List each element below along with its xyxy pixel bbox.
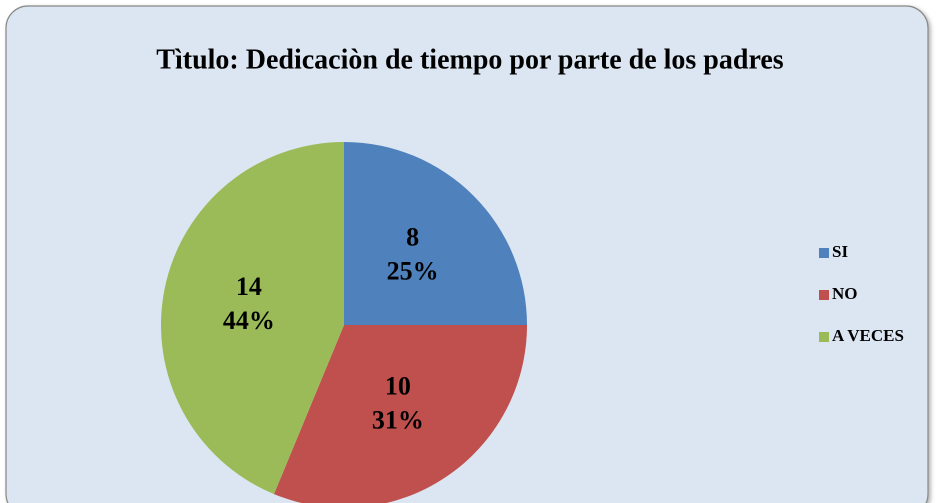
percent-label: 25%: [387, 256, 439, 285]
percent-label: 44%: [223, 306, 275, 335]
legend-swatch: [819, 248, 829, 258]
pie-slice: [160, 142, 344, 495]
legend-label: A VECES: [832, 326, 904, 345]
value-label: 10: [385, 372, 411, 401]
legend-label: SI: [832, 242, 848, 261]
value-label: 14: [236, 272, 262, 301]
legend-swatch: [819, 332, 829, 342]
pie-slice: [344, 142, 527, 325]
pie-slice: [273, 325, 527, 503]
legend-label: NO: [832, 284, 858, 303]
value-label: 8: [406, 222, 419, 251]
percent-label: 31%: [372, 406, 424, 435]
chart-title: Tìtulo: Dedicaciòn de tiempo por parte d…: [156, 44, 784, 75]
legend: SI NO A VECES: [819, 242, 904, 345]
pie: 8 25% 10 31% 14 44%: [160, 142, 527, 503]
legend-swatch: [819, 290, 829, 300]
